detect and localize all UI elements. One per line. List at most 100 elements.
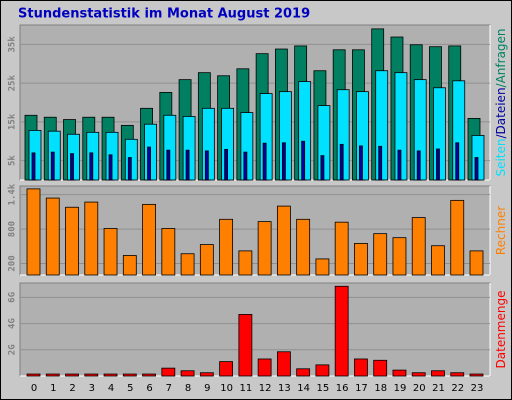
bar [315,364,330,377]
bar [315,258,330,276]
bar [416,150,421,181]
bar [392,369,407,377]
x-tick-label: 5 [127,383,133,394]
bar [469,250,484,276]
y-tick-label: 800 [8,221,18,237]
bar [359,145,363,181]
bar [474,157,479,181]
bar [166,149,171,181]
bar [204,150,209,181]
bar [199,244,214,276]
bar [469,373,484,377]
bar [45,373,60,377]
bar [219,361,234,377]
bar [26,188,41,276]
bar [436,148,440,181]
bar [142,373,156,377]
x-tick-label: 11 [240,383,253,394]
legend-entry: Dateien [494,87,508,134]
bar [301,140,306,181]
bar [142,203,156,276]
y-tick-label: 5k [8,155,18,166]
bar [127,157,132,181]
bar [224,148,229,181]
x-tick-label: 15 [317,383,330,394]
bar [450,372,465,377]
plot-area [19,185,491,276]
x-tick-label: 7 [166,383,172,394]
bar [257,221,272,276]
y-tick-label: 200 [8,255,18,271]
x-tick-label: 4 [108,383,114,394]
bar [296,218,311,276]
x-tick-label: 1 [50,383,56,394]
legend-entry: Datenmenge [494,291,508,369]
bar [276,205,291,276]
x-tick-label: 8 [185,383,191,394]
bar [262,142,267,181]
bar [161,228,176,276]
x-tick-label: 9 [204,383,210,394]
bar [334,285,349,377]
x-tick-label: 18 [374,383,387,394]
bar [65,206,79,276]
bar [392,237,407,276]
y-tick-label: 6G [8,292,18,303]
bar [122,255,137,276]
bar [180,253,195,276]
bar [65,373,79,377]
bar [161,367,176,377]
legend: Rechner [494,206,508,255]
legend-separator: / [494,134,508,139]
bar [108,154,113,181]
bar [455,142,460,181]
bar [281,142,286,181]
bar [373,233,388,276]
x-tick-label: 23 [471,383,484,394]
y-tick-label: 4G [8,318,18,329]
x-tick-label: 10 [220,383,233,394]
plot-area [19,282,491,377]
x-tick-label: 21 [432,383,445,394]
x-tick-label: 13 [278,383,291,394]
x-tick-label: 6 [146,383,152,394]
bar [339,143,344,181]
bar [378,145,383,181]
bar [199,372,214,377]
bar [89,152,94,181]
x-tick-label: 19 [394,383,407,394]
bar [397,149,402,181]
bar [257,358,272,377]
x-tick-label: 16 [336,383,349,394]
bar [411,217,426,276]
bar [320,155,325,181]
bar [411,372,426,377]
y-tick-label: 25k [8,74,18,91]
bar [334,221,349,276]
bar [431,245,445,276]
x-tick-label: 20 [413,383,426,394]
bar [147,146,151,181]
x-tick-label: 17 [355,383,368,394]
bar [103,373,118,377]
x-tick-label: 3 [89,383,95,394]
legend: Seiten/Dateien/Anfragen [494,28,508,176]
bar [84,201,99,276]
bar [238,314,253,377]
y-tick-label: 1.4k [8,183,18,205]
chart-title: Stundenstatistik im Monat August 2019 [18,7,310,22]
bar [238,250,253,276]
bar [26,373,41,377]
x-tick-label: 2 [69,383,75,394]
bar [431,370,445,377]
bar [84,373,99,377]
legend-separator: / [494,82,508,87]
legend: Datenmenge [494,291,508,369]
bar [70,153,74,181]
x-tick-label: 12 [259,383,272,394]
bar [373,359,388,377]
bar [122,373,137,377]
bar [243,151,248,181]
bar [296,368,311,377]
